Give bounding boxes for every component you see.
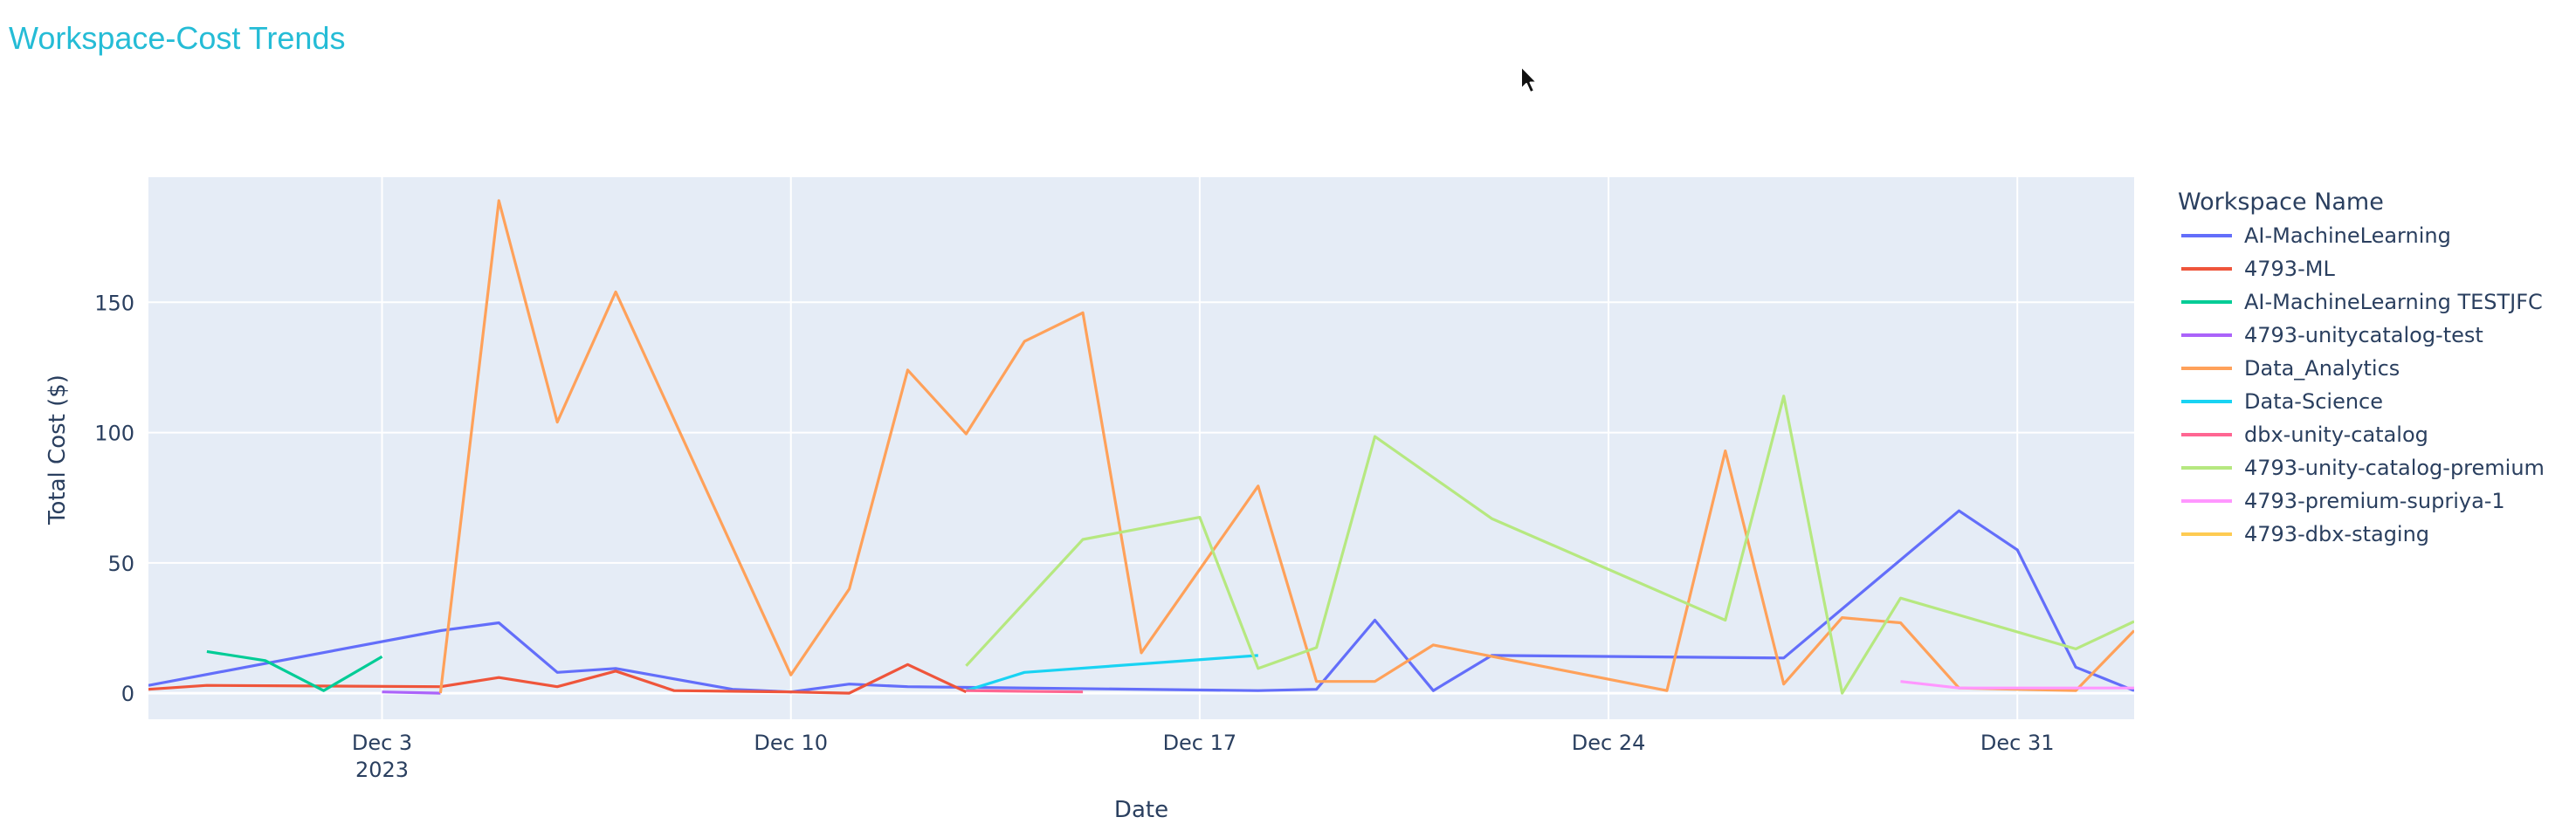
legend-label: AI-MachineLearning bbox=[2244, 223, 2451, 248]
y-tick-label: 50 bbox=[107, 552, 134, 576]
x-tick-label: Dec 24 bbox=[1572, 731, 1646, 755]
y-axis-label: Total Cost ($) bbox=[45, 374, 71, 525]
legend-item[interactable]: dbx-unity-catalog bbox=[2181, 422, 2428, 447]
series-line[interactable] bbox=[148, 509, 2134, 694]
y-tick-label: 150 bbox=[94, 291, 134, 315]
legend-label: 4793-premium-supriya-1 bbox=[2244, 489, 2505, 513]
series-line[interactable] bbox=[965, 654, 1258, 692]
series-line[interactable] bbox=[966, 689, 1084, 694]
x-tick-label: Dec 31 bbox=[1980, 731, 2055, 755]
x-tick-label: Dec 3 bbox=[352, 731, 412, 755]
series-line[interactable] bbox=[206, 649, 383, 692]
y-tick-label: 0 bbox=[121, 682, 134, 706]
y-tick-label: 100 bbox=[94, 422, 134, 446]
legend[interactable]: Workspace Name AI-MachineLearning 4793-ML… bbox=[2178, 189, 2545, 546]
x-tick-label: Dec 10 bbox=[754, 731, 828, 755]
legend-title: Workspace Name bbox=[2178, 189, 2384, 216]
legend-label: dbx-unity-catalog bbox=[2244, 422, 2428, 447]
x-tick-sublabel: 2023 bbox=[355, 758, 409, 782]
series-line[interactable] bbox=[1900, 680, 2135, 690]
plot-background bbox=[148, 177, 2134, 719]
legend-item[interactable]: 4793-ML bbox=[2181, 257, 2335, 281]
x-axis-label: Date bbox=[1114, 797, 1168, 823]
series-line[interactable] bbox=[148, 663, 968, 695]
legend-label: Data_Analytics bbox=[2244, 356, 2400, 381]
plot-area: 0 50 100 150 Dec 3 2023 Dec 10 Dec 17 Dec 24 Dec … bbox=[94, 177, 2134, 782]
legend-item[interactable]: 4793-unity-catalog-premium bbox=[2181, 456, 2545, 480]
series-lines bbox=[148, 199, 2135, 695]
legend-label: 4793-ML bbox=[2244, 257, 2335, 281]
legend-item[interactable]: 4793-premium-supriya-1 bbox=[2181, 489, 2505, 513]
legend-item[interactable]: 4793-unitycatalog-test bbox=[2181, 323, 2483, 347]
series-line[interactable] bbox=[438, 199, 2134, 694]
series-line[interactable] bbox=[382, 690, 441, 695]
legend-item[interactable]: AI-MachineLearning TESTJFC bbox=[2181, 290, 2543, 314]
legend-label: 4793-unitycatalog-test bbox=[2244, 323, 2483, 347]
legend-label: Data-Science bbox=[2244, 389, 2383, 414]
legend-label: 4793-unity-catalog-premium bbox=[2244, 456, 2545, 480]
legend-label: AI-MachineLearning TESTJFC bbox=[2244, 290, 2543, 314]
series-line[interactable] bbox=[965, 395, 2134, 695]
legend-item[interactable]: Data_Analytics bbox=[2181, 356, 2400, 381]
x-tick-label: Dec 17 bbox=[1163, 731, 1237, 755]
legend-label: 4793-dbx-staging bbox=[2244, 522, 2429, 546]
chart-title: Workspace-Cost Trends bbox=[9, 20, 345, 56]
legend-item[interactable]: 4793-dbx-staging bbox=[2181, 522, 2429, 546]
legend-item[interactable]: Data-Science bbox=[2181, 389, 2383, 414]
legend-item[interactable]: AI-MachineLearning bbox=[2181, 223, 2451, 248]
mouse-pointer-icon bbox=[1519, 65, 1540, 100]
